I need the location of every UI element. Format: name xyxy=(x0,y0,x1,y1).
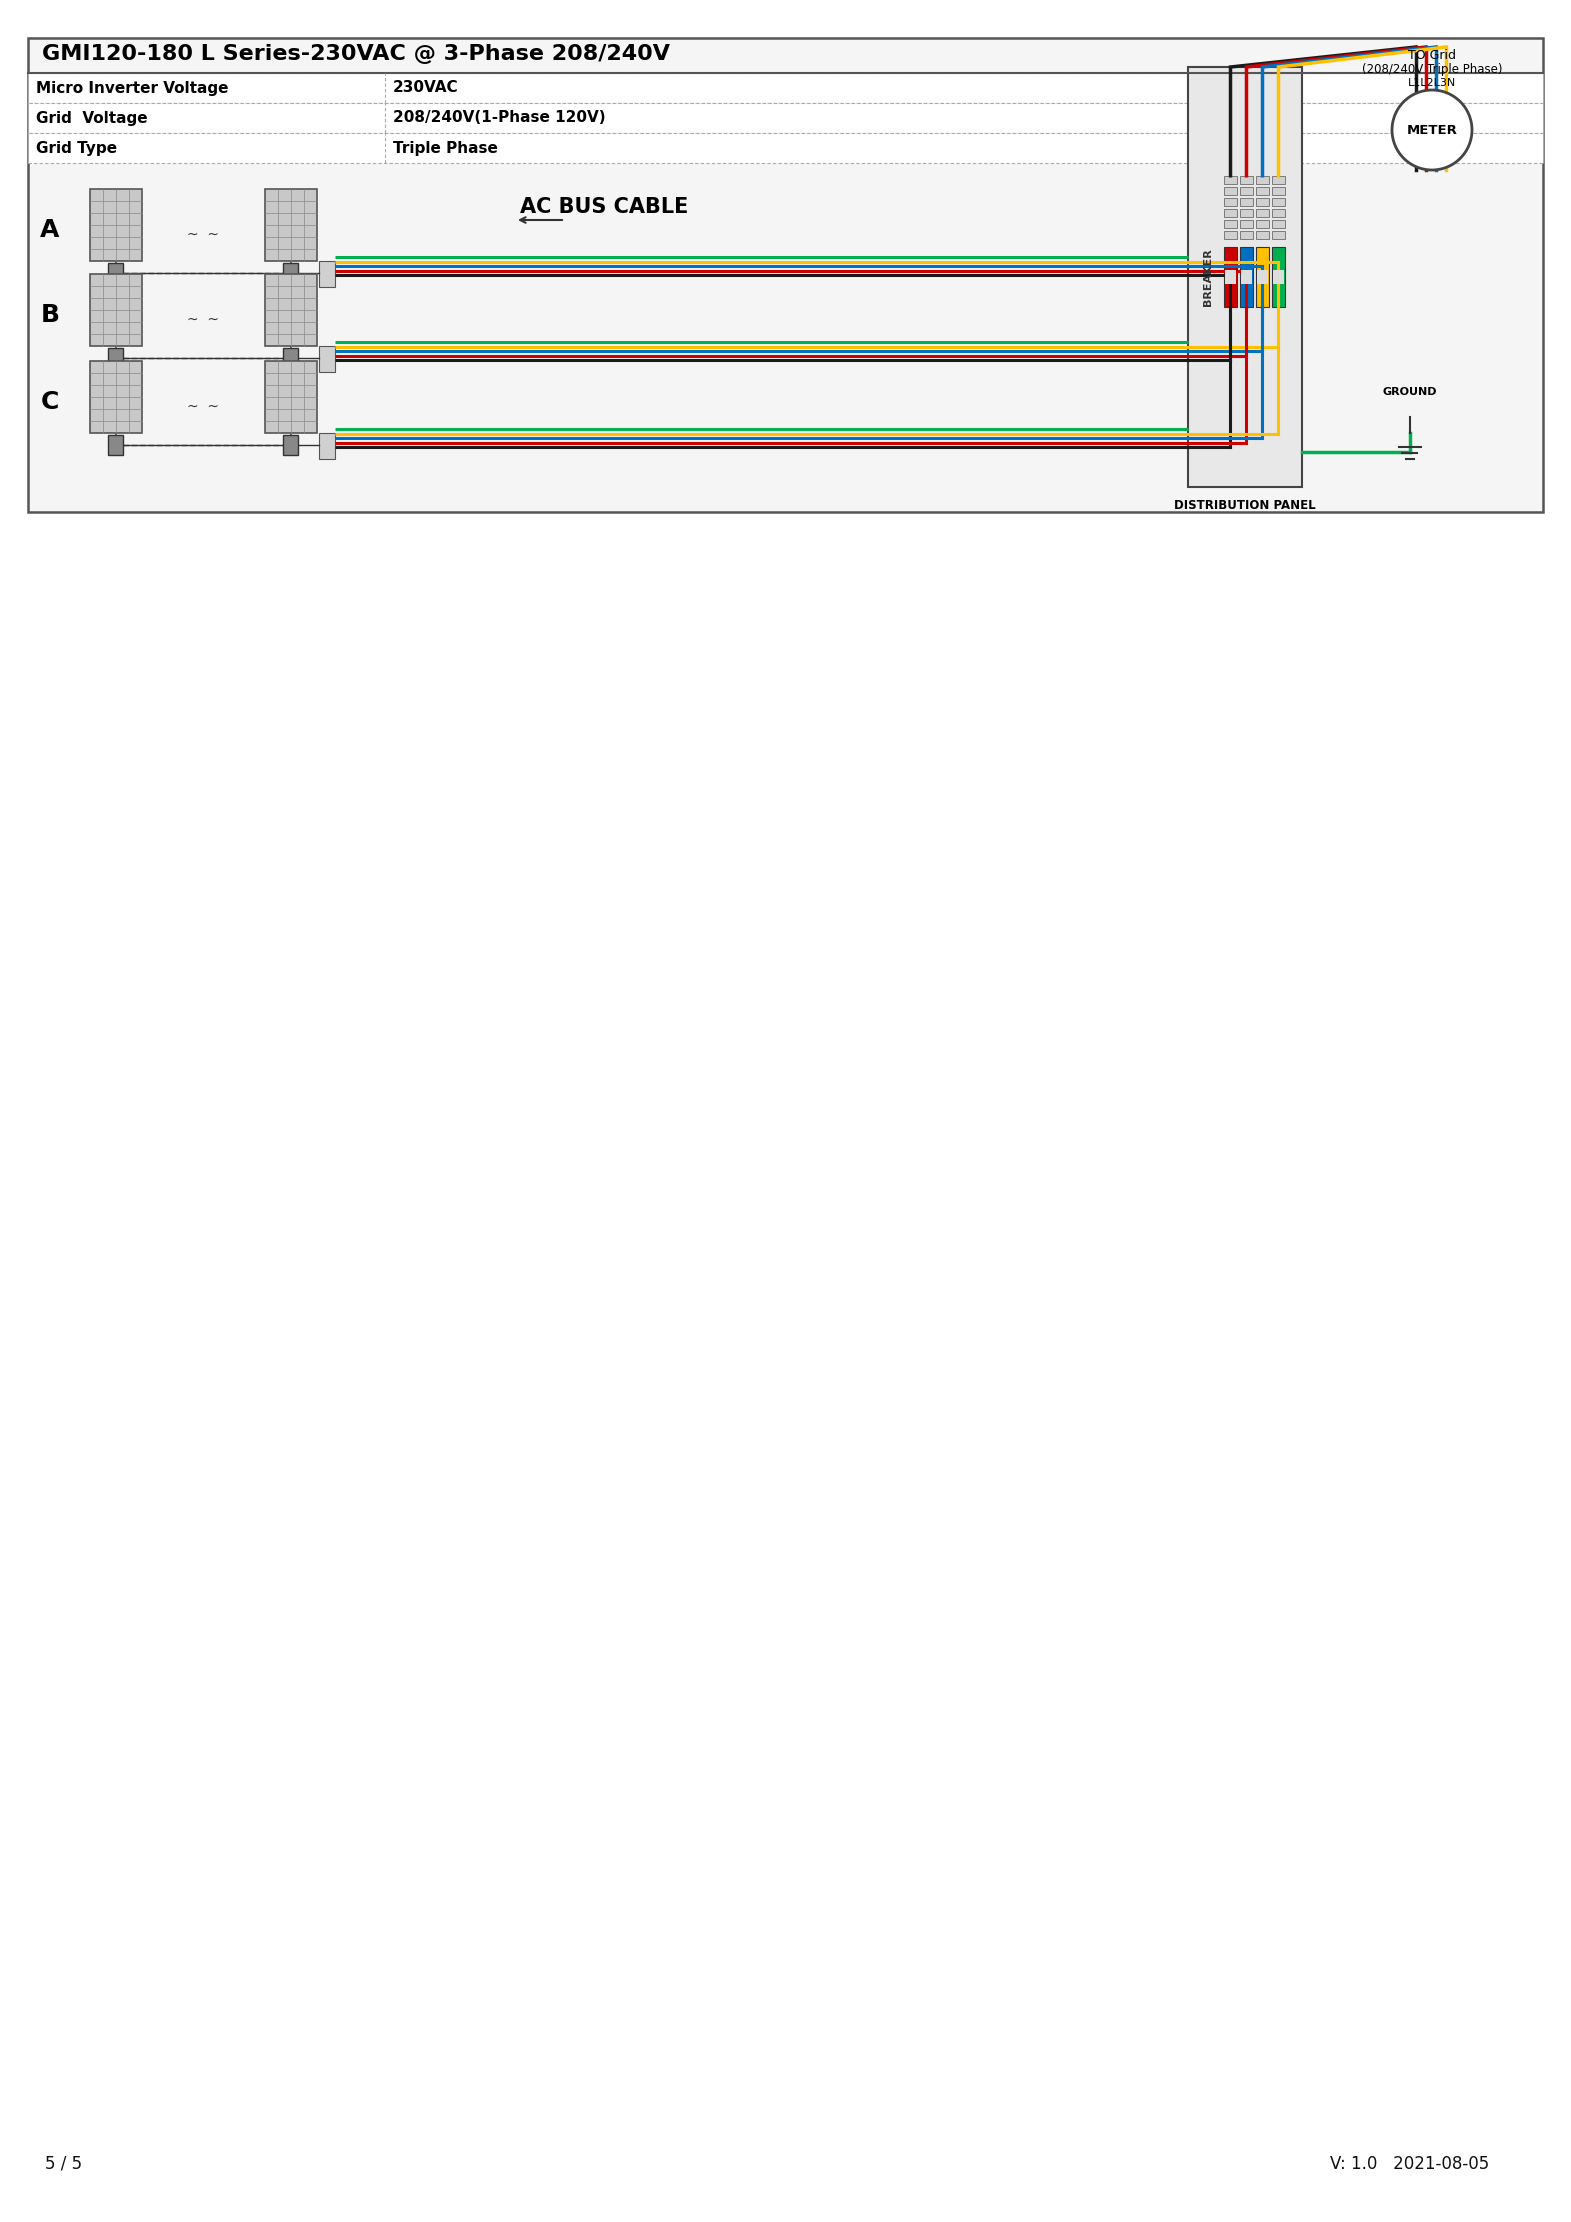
FancyBboxPatch shape xyxy=(1240,187,1254,196)
FancyBboxPatch shape xyxy=(1255,231,1269,240)
FancyBboxPatch shape xyxy=(28,133,1543,162)
FancyBboxPatch shape xyxy=(90,189,141,260)
FancyBboxPatch shape xyxy=(1224,187,1236,196)
FancyBboxPatch shape xyxy=(1255,176,1269,184)
FancyBboxPatch shape xyxy=(1224,247,1236,307)
FancyBboxPatch shape xyxy=(1273,220,1285,229)
FancyBboxPatch shape xyxy=(265,273,317,347)
FancyBboxPatch shape xyxy=(1273,187,1285,196)
Text: Micro Inverter Voltage: Micro Inverter Voltage xyxy=(36,80,228,96)
FancyBboxPatch shape xyxy=(1273,209,1285,218)
FancyBboxPatch shape xyxy=(108,436,124,456)
FancyBboxPatch shape xyxy=(1224,209,1236,218)
Text: GROUND: GROUND xyxy=(1382,387,1437,398)
Text: 230VAC: 230VAC xyxy=(393,80,459,96)
FancyBboxPatch shape xyxy=(319,260,335,287)
FancyBboxPatch shape xyxy=(1255,247,1269,307)
Text: AC BUS CABLE: AC BUS CABLE xyxy=(520,198,688,218)
FancyBboxPatch shape xyxy=(265,189,317,260)
FancyBboxPatch shape xyxy=(90,273,141,347)
Text: Grid  Voltage: Grid Voltage xyxy=(36,111,148,124)
FancyBboxPatch shape xyxy=(1255,209,1269,218)
Text: TO Grid: TO Grid xyxy=(1408,49,1456,62)
FancyBboxPatch shape xyxy=(1240,231,1254,240)
Text: 208/240V(1-Phase 120V): 208/240V(1-Phase 120V) xyxy=(393,111,606,124)
FancyBboxPatch shape xyxy=(1224,220,1236,229)
FancyBboxPatch shape xyxy=(283,262,298,282)
Text: C: C xyxy=(41,391,60,413)
FancyBboxPatch shape xyxy=(319,433,335,460)
FancyBboxPatch shape xyxy=(28,102,1543,133)
FancyBboxPatch shape xyxy=(1273,176,1285,184)
FancyBboxPatch shape xyxy=(1240,209,1254,218)
FancyBboxPatch shape xyxy=(1188,67,1302,487)
FancyBboxPatch shape xyxy=(1257,269,1268,284)
FancyBboxPatch shape xyxy=(1273,198,1285,207)
FancyBboxPatch shape xyxy=(1240,220,1254,229)
FancyBboxPatch shape xyxy=(265,360,317,433)
FancyBboxPatch shape xyxy=(319,347,335,371)
FancyBboxPatch shape xyxy=(1225,269,1236,284)
Text: ~  ~: ~ ~ xyxy=(187,313,220,327)
Text: METER: METER xyxy=(1406,124,1458,136)
FancyBboxPatch shape xyxy=(1255,198,1269,207)
FancyBboxPatch shape xyxy=(283,436,298,456)
FancyBboxPatch shape xyxy=(108,349,124,369)
Text: 5 / 5: 5 / 5 xyxy=(46,2155,82,2173)
Text: Grid Type: Grid Type xyxy=(36,140,118,156)
FancyBboxPatch shape xyxy=(1255,220,1269,229)
FancyBboxPatch shape xyxy=(1224,231,1236,240)
Text: ~  ~: ~ ~ xyxy=(187,400,220,413)
Text: BREAKER: BREAKER xyxy=(1203,249,1213,307)
FancyBboxPatch shape xyxy=(283,349,298,369)
FancyBboxPatch shape xyxy=(90,360,141,433)
FancyBboxPatch shape xyxy=(28,38,1543,511)
Text: Triple Phase: Triple Phase xyxy=(393,140,498,156)
FancyBboxPatch shape xyxy=(1240,198,1254,207)
FancyBboxPatch shape xyxy=(1240,176,1254,184)
FancyBboxPatch shape xyxy=(28,73,1543,102)
FancyBboxPatch shape xyxy=(1273,247,1285,307)
Text: DISTRIBUTION PANEL: DISTRIBUTION PANEL xyxy=(1174,500,1316,511)
Text: A: A xyxy=(41,218,60,242)
FancyBboxPatch shape xyxy=(1224,176,1236,184)
Text: V: 1.0   2021-08-05: V: 1.0 2021-08-05 xyxy=(1331,2155,1489,2173)
Text: ~  ~: ~ ~ xyxy=(187,229,220,242)
FancyBboxPatch shape xyxy=(1273,269,1284,284)
Text: GMI120-180 L Series-230VAC @ 3-Phase 208/240V: GMI120-180 L Series-230VAC @ 3-Phase 208… xyxy=(42,44,669,64)
Circle shape xyxy=(1392,91,1472,171)
FancyBboxPatch shape xyxy=(1241,269,1252,284)
FancyBboxPatch shape xyxy=(1224,198,1236,207)
FancyBboxPatch shape xyxy=(1240,247,1254,307)
Text: (208/240V Triple Phase): (208/240V Triple Phase) xyxy=(1362,62,1502,76)
FancyBboxPatch shape xyxy=(1273,231,1285,240)
Text: L1L2L3N: L1L2L3N xyxy=(1408,78,1456,89)
FancyBboxPatch shape xyxy=(108,262,124,282)
FancyBboxPatch shape xyxy=(1255,187,1269,196)
Text: B: B xyxy=(41,302,60,327)
